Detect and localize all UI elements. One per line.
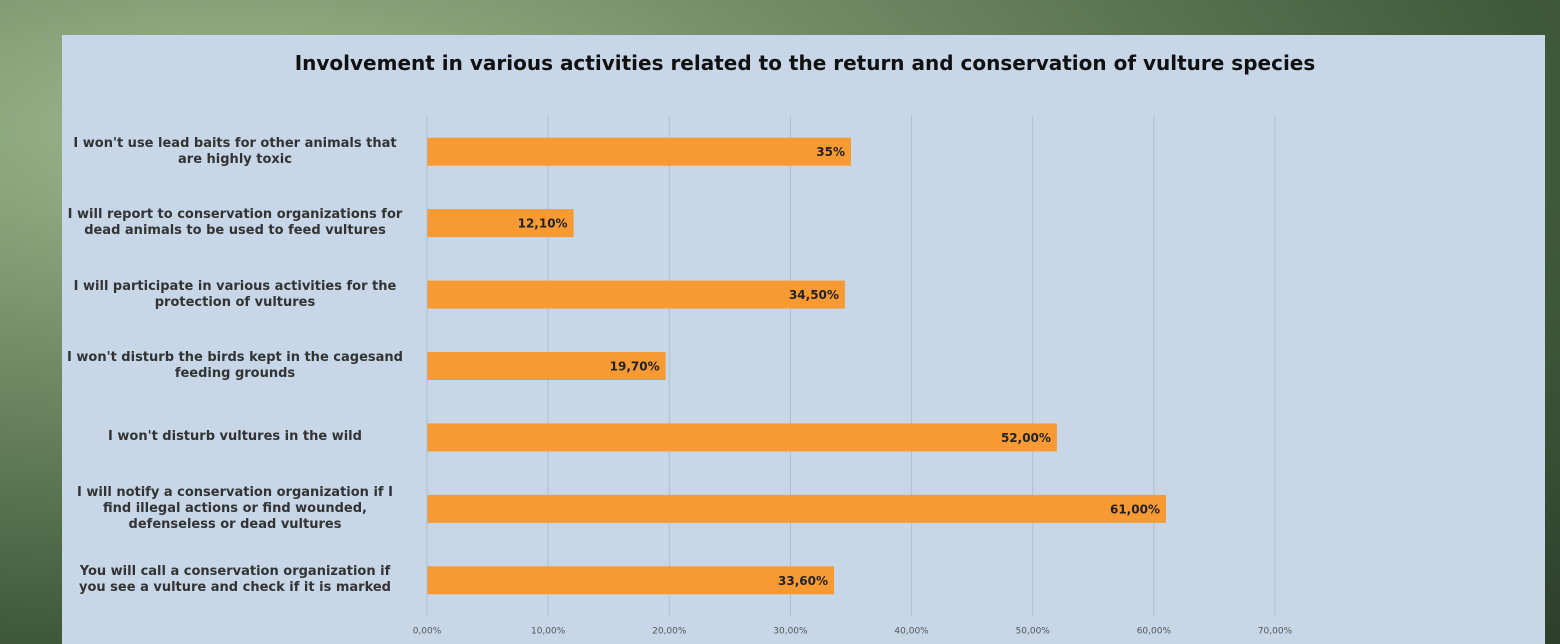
x-tick-label: 0,00% — [413, 627, 442, 637]
data-label: 19,70% — [610, 360, 660, 374]
bar — [427, 280, 845, 309]
data-label: 33,60% — [778, 574, 828, 588]
x-tick-label: 40,00% — [894, 627, 929, 637]
y-tick-label: I will notify a conservation organizatio… — [77, 484, 393, 532]
data-label: 52,00% — [1001, 431, 1051, 445]
chart-title: Involvement in various activities relate… — [294, 51, 1316, 75]
bar — [427, 494, 1166, 523]
y-tick-label: I will participate in various activities… — [73, 278, 397, 310]
bar — [427, 209, 574, 238]
x-tick-label: 30,00% — [773, 627, 808, 637]
bar — [427, 566, 835, 595]
x-tick-label: 60,00% — [1137, 627, 1172, 637]
bar — [427, 352, 666, 380]
chart-panel — [62, 35, 1545, 644]
y-tick-label: I won't use lead baits for other animals… — [73, 135, 397, 167]
x-tick-label: 50,00% — [1016, 627, 1051, 637]
data-label: 34,50% — [789, 288, 839, 302]
y-tick-label: I won't disturb vultures in the wild — [108, 429, 362, 445]
y-tick-label: I will report to conservation organizati… — [67, 207, 403, 239]
x-tick-label: 20,00% — [652, 627, 687, 637]
x-tick-label: 10,00% — [531, 627, 566, 637]
data-label: 61,00% — [1110, 502, 1160, 516]
y-tick-label: You will call a conservation organizatio… — [78, 564, 391, 596]
x-tick-label: 70,00% — [1258, 627, 1293, 637]
bar — [427, 137, 851, 166]
data-label: 12,10% — [518, 217, 568, 231]
bar — [427, 423, 1057, 452]
data-label: 35% — [816, 145, 845, 159]
y-tick-label: I won't disturb the birds kept in the ca… — [67, 350, 403, 381]
